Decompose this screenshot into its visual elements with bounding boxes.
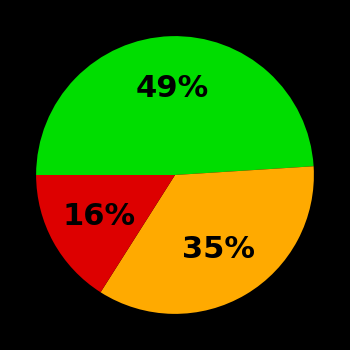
Wedge shape <box>36 175 175 292</box>
Text: 49%: 49% <box>136 75 209 104</box>
Wedge shape <box>36 36 314 175</box>
Text: 16%: 16% <box>63 202 136 231</box>
Text: 35%: 35% <box>182 234 256 264</box>
Wedge shape <box>100 166 314 314</box>
